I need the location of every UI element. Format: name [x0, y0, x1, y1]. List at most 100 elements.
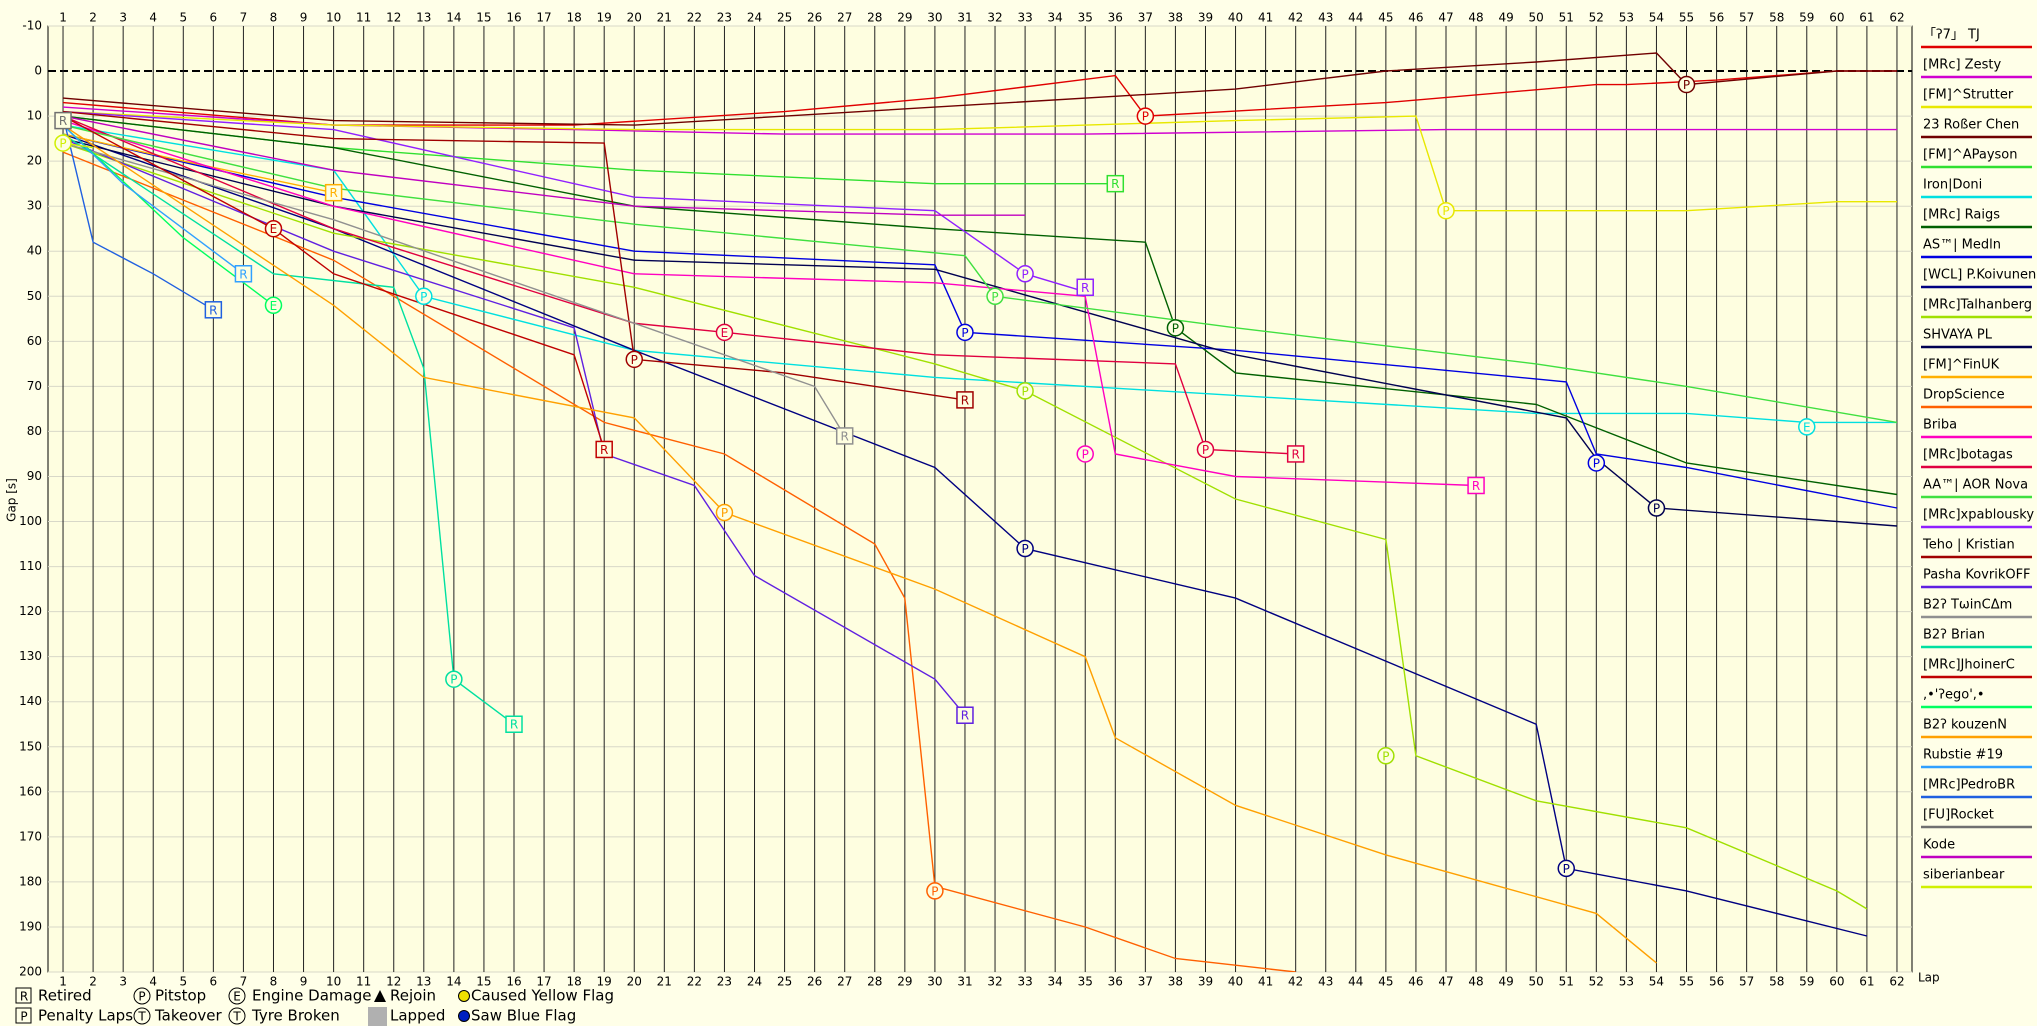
- y-tick-label: 140: [19, 694, 42, 708]
- x-tick-label-top: 28: [867, 11, 882, 25]
- event-label: P: [1653, 502, 1660, 516]
- x-tick-label: 8: [270, 975, 278, 989]
- x-tick-label-top: 53: [1619, 11, 1634, 25]
- x-tick-label-top: 46: [1408, 11, 1423, 25]
- legend-symbol-letter: T: [137, 1010, 146, 1024]
- x-tick-label: 22: [687, 975, 702, 989]
- x-tick-label: 5: [179, 975, 187, 989]
- x-tick-label-top: 22: [687, 11, 702, 25]
- legend-symbol: [15, 1007, 32, 1024]
- event-marker: [715, 503, 734, 522]
- x-tick-label: 36: [1108, 975, 1123, 989]
- event-label: E: [270, 222, 278, 236]
- x-tick-label-top: 29: [897, 11, 912, 25]
- x-tick-label: 21: [657, 975, 672, 989]
- event-label: E: [721, 326, 729, 340]
- event-marker: [1016, 382, 1034, 400]
- x-tick-label-top: 40: [1228, 11, 1243, 25]
- y-tick-label: 190: [19, 919, 42, 933]
- x-tick-label: 34: [1048, 975, 1063, 989]
- legend-symbol-letter: T: [232, 1010, 241, 1024]
- x-tick-label: 31: [957, 975, 972, 989]
- y-tick-label: 150: [19, 739, 42, 753]
- event-label: P: [1142, 110, 1149, 124]
- legend-symbol: [133, 987, 151, 1005]
- legend-symbol: [368, 1007, 387, 1026]
- event-marker: [1587, 454, 1606, 472]
- event-label: P: [1442, 204, 1449, 218]
- event-marker: [595, 440, 613, 459]
- series-line: [62, 119, 1477, 487]
- x-tick-label: 28: [867, 975, 882, 989]
- legend-symbol: [458, 990, 470, 1002]
- event-label: R: [841, 429, 849, 443]
- legend-symbol: [15, 987, 32, 1004]
- x-tick-label-top: 62: [1889, 11, 1904, 25]
- legend-label: Rubstie #19: [1923, 748, 2003, 763]
- x-tick-label-top: 48: [1468, 11, 1483, 25]
- event-marker: [1557, 859, 1576, 878]
- x-tick-label-top: 3: [119, 11, 127, 25]
- x-tick-label-top: 60: [1829, 11, 1844, 25]
- x-tick-label-top: 59: [1799, 11, 1814, 25]
- legend-label: [WCL] P.Koivunen: [1923, 268, 2036, 283]
- x-tick-label: 41: [1258, 975, 1273, 989]
- series-line: [62, 115, 1296, 455]
- series-line: [62, 115, 1898, 496]
- x-tick-label-top: 6: [210, 11, 218, 25]
- x-tick-label: 56: [1709, 975, 1724, 989]
- x-tick-label: 43: [1318, 975, 1333, 989]
- legend-text: Penalty Laps: [38, 1007, 133, 1025]
- legend-label: 23 Roßer Chen: [1923, 118, 2019, 133]
- series-line: [62, 133, 334, 194]
- series-line: [62, 110, 1897, 212]
- event-marker: [1166, 319, 1185, 337]
- x-tick-label: 35: [1078, 975, 1093, 989]
- y-tick-label: 30: [27, 199, 42, 213]
- event-marker: [926, 882, 944, 900]
- x-tick-label: 13: [416, 975, 431, 989]
- x-tick-label: 44: [1348, 975, 1363, 989]
- event-marker: [1286, 445, 1305, 463]
- x-tick-label-top: 24: [747, 11, 762, 25]
- x-tick-label-top: 42: [1288, 11, 1303, 25]
- y-tick-label: 200: [19, 965, 42, 979]
- y-tick-label: -10: [22, 19, 42, 33]
- event-marker: [1677, 75, 1696, 94]
- legend-label: Teho | Kristian: [1922, 538, 2015, 553]
- legend-symbol: [374, 990, 386, 1002]
- y-tick-label: 160: [19, 784, 42, 798]
- event-marker: [1437, 201, 1455, 220]
- event-marker: [324, 183, 343, 202]
- series-line: [62, 115, 214, 311]
- x-tick-label-top: 8: [270, 11, 278, 25]
- event-label: P: [931, 884, 938, 898]
- x-tick-label: 15: [476, 975, 491, 989]
- y-tick-label: 50: [27, 289, 42, 303]
- x-tick-label-top: 41: [1258, 11, 1273, 25]
- x-tick-label: 10: [326, 975, 341, 989]
- event-label: P: [450, 673, 457, 687]
- legend-symbol-letter: R: [20, 990, 28, 1004]
- x-tick-label: 59: [1799, 975, 1814, 989]
- legend-text: Takeover: [154, 1007, 223, 1025]
- series-line: [62, 133, 1898, 509]
- x-tick-label-top: 15: [476, 11, 491, 25]
- legend-symbol: [228, 1007, 246, 1025]
- x-tick-label-top: 10: [326, 11, 341, 25]
- x-tick-label: 18: [566, 975, 581, 989]
- x-tick-label-top: 33: [1017, 11, 1032, 25]
- x-tick-label: 1: [59, 975, 67, 989]
- x-tick-label: 60: [1829, 975, 1844, 989]
- event-marker: [956, 706, 974, 724]
- legend-label: B2ʔ kouzenN: [1923, 718, 2007, 733]
- x-tick-label-top: 26: [807, 11, 822, 25]
- y-tick-label: 120: [19, 604, 42, 618]
- event-label: E: [270, 299, 278, 313]
- legend-text: Lapped: [390, 1007, 445, 1025]
- x-tick-label-top: 16: [506, 11, 521, 25]
- legend-label: [MRc]JhoinerC: [1923, 658, 2015, 673]
- x-tick-label: 11: [356, 975, 371, 989]
- event-marker: [264, 219, 283, 238]
- legend-label: [MRc] Zesty: [1923, 58, 2001, 73]
